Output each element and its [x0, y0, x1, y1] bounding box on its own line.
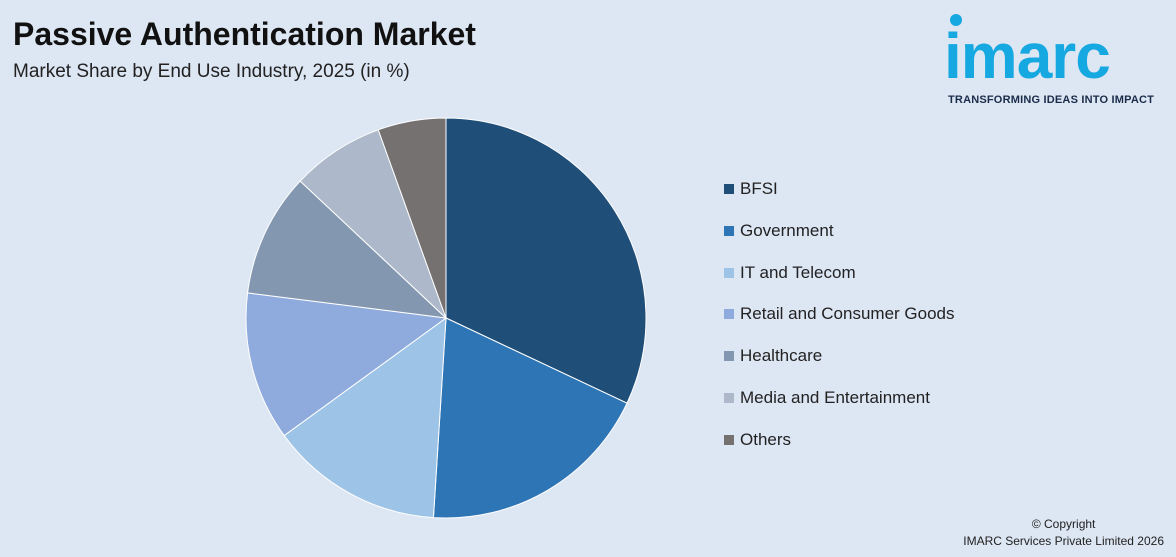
legend-label-government: Government — [740, 220, 834, 240]
legend-swatch-it-and-telecom — [724, 267, 734, 278]
chart-title: Passive Authentication Market — [13, 16, 476, 52]
pie-slice-government — [432, 317, 628, 519]
chart-subtitle: Market Share by End Use Industry, 2025 (… — [13, 61, 410, 82]
legend-swatch-media-and-entertainment — [724, 392, 734, 403]
legend-swatch-others — [724, 434, 734, 445]
legend-swatch-bfsi — [724, 184, 734, 194]
pie-slice-healthcare — [247, 180, 448, 319]
pie-slice-retail-and-consumer-goods — [245, 292, 448, 437]
legend-label-it-and-telecom: IT and Telecom — [740, 262, 856, 282]
legend-swatch-healthcare — [724, 351, 734, 362]
legend-item-healthcare: Healthcare — [724, 343, 955, 385]
pie-slice-others — [377, 117, 447, 319]
legend-item-government: Government — [724, 218, 955, 260]
copyright-line-1: © Copyright — [1031, 517, 1096, 531]
legend-label-bfsi: BFSI — [740, 179, 778, 198]
legend-label-others: Others — [740, 429, 792, 449]
logo-wordmark: imarc — [944, 20, 1111, 92]
legend-item-others: Others — [724, 427, 955, 469]
logo-tagline: TRANSFORMING IDEAS INTO IMPACT — [948, 94, 1155, 106]
legend-item-bfsi: BFSI — [724, 176, 955, 218]
copyright-notice: © Copyright IMARC Services Private Limit… — [963, 516, 1164, 550]
imarc-logo: imarc TRANSFORMING IDEAS INTO IMPACT — [944, 10, 1172, 110]
pie-slice-it-and-telecom — [283, 316, 447, 519]
legend-label-healthcare: Healthcare — [740, 346, 823, 366]
legend-item-retail-and-consumer-goods: Retail and Consumer Goods — [724, 301, 955, 343]
legend-label-retail-and-consumer-goods: Retail and Consumer Goods — [740, 304, 955, 324]
legend-label-media-and-entertainment: Media and Entertainment — [740, 387, 930, 407]
legend-item-media-and-entertainment: Media and Entertainment — [724, 385, 955, 427]
copyright-line-2: IMARC Services Private Limited 2026 — [963, 534, 1164, 548]
logo-dot-icon — [950, 14, 962, 26]
chart-legend: BFSI Government IT and Telecom Retail and C… — [724, 176, 955, 469]
legend-swatch-retail-and-consumer-goods — [724, 309, 734, 320]
legend-swatch-government — [724, 225, 734, 236]
legend-item-it-and-telecom: IT and Telecom — [724, 260, 955, 302]
pie-slice-bfsi — [445, 117, 647, 404]
